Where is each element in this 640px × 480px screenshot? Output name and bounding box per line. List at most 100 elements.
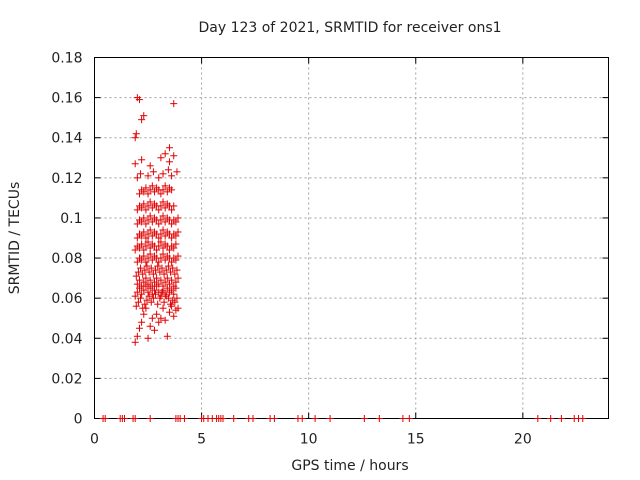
data-point: [170, 152, 178, 160]
data-point: [146, 276, 154, 284]
data-point: [148, 282, 156, 290]
y-tick-label: 0.16: [51, 91, 82, 107]
data-point: [219, 415, 227, 422]
data-point: [146, 244, 154, 252]
data-point: [163, 274, 171, 282]
data-point: [163, 188, 171, 196]
data-point: [155, 234, 163, 242]
data-point: [158, 264, 166, 272]
data-point: [163, 284, 171, 292]
data-point: [160, 298, 168, 306]
data-point: [132, 302, 140, 310]
data-point: [165, 158, 173, 166]
y-tick-label: 0.14: [51, 131, 82, 147]
data-point: [159, 212, 167, 220]
data-point: [161, 316, 169, 324]
data-point: [154, 262, 162, 270]
data-point: [360, 415, 368, 422]
data-point: [131, 338, 139, 346]
data-point: [170, 290, 178, 298]
data-point: [141, 300, 149, 308]
x-tick-label: 15: [407, 432, 425, 448]
x-tick-label: 20: [514, 432, 532, 448]
data-point: [155, 258, 163, 266]
data-point: [270, 415, 278, 422]
data-point: [138, 204, 146, 212]
data-point: [168, 286, 176, 294]
data-point: [326, 415, 334, 422]
data-point: [547, 415, 555, 422]
data-point: [146, 198, 154, 206]
data-point: [157, 230, 165, 238]
plot-area-border: [94, 57, 609, 419]
data-point: [170, 282, 178, 290]
data-point: [399, 415, 407, 422]
y-axis-title: SRMTID / TECUs: [7, 182, 23, 295]
data-point: [174, 274, 182, 282]
data-point: [133, 258, 141, 266]
data-point: [157, 292, 165, 300]
data-point: [164, 166, 172, 174]
data-point: [150, 326, 158, 334]
data-point: [157, 276, 165, 284]
data-point: [153, 274, 161, 282]
data-point: [150, 278, 158, 286]
data-point: [142, 242, 150, 250]
data-point: [173, 168, 181, 176]
data-point: [161, 218, 169, 226]
data-point: [148, 290, 156, 298]
data-point: [131, 246, 139, 254]
data-point: [165, 246, 173, 254]
data-point: [149, 168, 157, 176]
data-point: [168, 206, 176, 214]
data-point: [159, 186, 167, 194]
data-point: [144, 202, 152, 210]
data-point: [159, 226, 167, 234]
data-point: [149, 294, 157, 302]
data-point: [146, 162, 154, 170]
data-point: [144, 280, 152, 288]
data-point: [173, 266, 181, 274]
data-point: [153, 310, 161, 318]
data-point: [135, 244, 143, 252]
data-points: [99, 94, 587, 422]
x-tick-label: 10: [300, 432, 318, 448]
data-point: [230, 415, 238, 422]
data-point: [140, 188, 148, 196]
data-point: [167, 300, 175, 308]
data-point: [101, 415, 109, 422]
data-point: [148, 314, 156, 322]
data-point: [161, 150, 169, 158]
data-point: [144, 254, 152, 262]
data-point: [146, 212, 154, 220]
data-point: [147, 298, 155, 306]
data-point: [157, 314, 165, 322]
data-point: [160, 270, 168, 278]
data-point: [149, 270, 157, 278]
data-point: [140, 246, 148, 254]
y-tick-label: 0.06: [51, 291, 82, 307]
data-point: [153, 246, 161, 254]
data-point: [142, 184, 150, 192]
data-point: [132, 130, 140, 138]
data-point: [146, 226, 154, 234]
data-point: [159, 198, 167, 206]
data-point: [172, 232, 180, 240]
data-point: [167, 268, 175, 276]
data-point: [138, 218, 146, 226]
data-point: [146, 250, 154, 258]
data-point: [170, 202, 178, 210]
data-point: [164, 262, 172, 270]
data-point: [148, 182, 156, 190]
data-point: [172, 218, 180, 226]
data-point: [147, 264, 155, 272]
data-point: [133, 332, 141, 340]
y-tick-label: 0.18: [51, 51, 82, 67]
data-point: [146, 415, 154, 422]
data-point: [172, 256, 180, 264]
data-point: [170, 100, 178, 108]
data-point: [138, 156, 146, 164]
data-point: [154, 300, 162, 308]
data-point: [155, 318, 163, 326]
data-point: [144, 216, 152, 224]
